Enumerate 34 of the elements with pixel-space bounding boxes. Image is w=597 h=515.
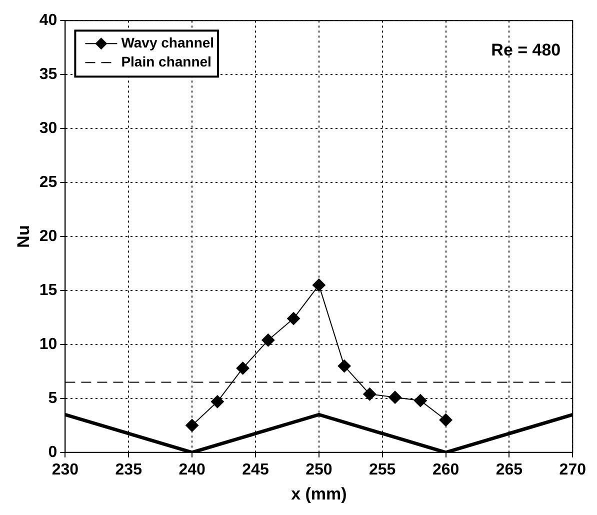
y-tick-label: 15 <box>39 282 58 299</box>
y-tick-label: 25 <box>39 174 58 191</box>
y-tick-label: 5 <box>48 390 58 407</box>
x-tick-label: 230 <box>52 461 79 478</box>
y-tick-label: 40 <box>39 12 58 30</box>
y-tick-label: 35 <box>39 66 58 83</box>
annotation: Re = 480 <box>491 40 561 60</box>
point <box>414 394 427 408</box>
point <box>210 395 224 408</box>
y-tick-label: 20 <box>39 228 58 245</box>
point <box>338 360 351 373</box>
y-axis-title: Nu <box>14 225 33 248</box>
y-tick-label: 0 <box>48 444 58 461</box>
x-tick-label: 255 <box>369 461 396 478</box>
x-tick-label: 245 <box>242 461 269 478</box>
legend-label: Plain channel <box>121 53 212 70</box>
x-tick-label: 240 <box>178 461 206 478</box>
point <box>388 390 402 404</box>
y-tick-label: 10 <box>39 336 58 353</box>
point <box>287 312 300 326</box>
point <box>262 334 275 347</box>
point <box>186 418 199 432</box>
x-tick-label: 250 <box>306 461 332 478</box>
x-tick-label: 235 <box>115 461 142 478</box>
x-tick-label: 270 <box>559 461 586 478</box>
point <box>236 362 250 375</box>
point <box>439 414 452 427</box>
y-tick-label: 30 <box>39 120 58 137</box>
x-tick-label: 265 <box>496 461 523 478</box>
x-axis-title: x (mm) <box>291 484 347 504</box>
legend-label: Wavy channel <box>121 34 214 50</box>
point <box>312 278 326 292</box>
point <box>363 388 376 401</box>
x-tick-label: 260 <box>432 461 460 478</box>
